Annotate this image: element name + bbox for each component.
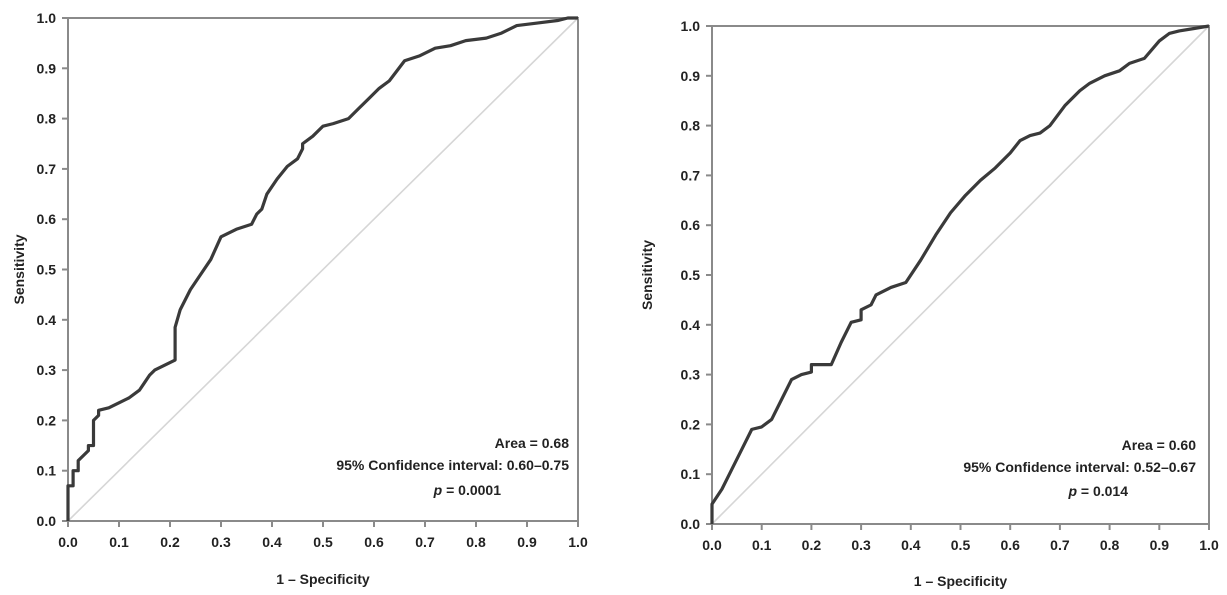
x-tick-label: 1.0 <box>568 534 588 550</box>
y-tick-label: 0.9 <box>37 60 57 76</box>
p-value-label: p = 0.0001 <box>433 482 502 498</box>
y-tick-label: 0.1 <box>681 466 701 482</box>
stats-annotation: Area = 0.68 95% Confidence interval: 0.6… <box>336 435 569 498</box>
y-tick-label: 1.0 <box>681 18 701 34</box>
x-tick-labels: 0.0 0.1 0.2 0.3 0.4 0.5 0.6 0.7 0.8 0.9 1.0 <box>58 534 588 550</box>
x-tick-label: 0.6 <box>1000 537 1020 553</box>
x-tick-label: 0.8 <box>466 534 486 550</box>
x-tick-label: 0.2 <box>802 537 822 553</box>
x-axis-title: 1 – Specificity <box>914 573 1008 589</box>
p-value: = 0.0001 <box>442 482 501 498</box>
p-value: = 0.014 <box>1077 483 1128 499</box>
y-tick-labels: 0.0 0.1 0.2 0.3 0.4 0.5 0.6 0.7 0.8 0.9 1.0 <box>681 18 701 532</box>
y-tick-label: 0.6 <box>681 217 701 233</box>
reference-diagonal <box>67 17 579 522</box>
y-tick-labels: 0.0 0.1 0.2 0.3 0.4 0.5 0.6 0.7 0.8 0.9 1.0 <box>37 10 57 529</box>
axis-ticks <box>62 17 579 527</box>
x-tick-label: 0.7 <box>1050 537 1070 553</box>
axis-ticks <box>706 25 1210 530</box>
y-tick-label: 0.6 <box>37 211 57 227</box>
p-value-label: p = 0.014 <box>1067 483 1128 499</box>
y-tick-label: 0.2 <box>681 416 701 432</box>
area-label: Area = 0.68 <box>495 435 570 451</box>
y-axis-title: Sensitivity <box>11 234 27 304</box>
stats-annotation: Area = 0.60 95% Confidence interval: 0.5… <box>963 437 1196 499</box>
x-tick-label: 0.1 <box>752 537 772 553</box>
confidence-interval-label: 95% Confidence interval: 0.60–0.75 <box>336 457 569 473</box>
x-tick-label: 0.9 <box>517 534 537 550</box>
x-tick-label: 0.5 <box>951 537 971 553</box>
roc-curve <box>710 24 1210 524</box>
area-label: Area = 0.60 <box>1122 437 1197 453</box>
x-tick-label: 0.7 <box>415 534 435 550</box>
y-tick-label: 0.7 <box>681 167 701 183</box>
y-tick-label: 0.3 <box>37 362 57 378</box>
y-tick-label: 0.5 <box>37 262 57 278</box>
x-axis-title: 1 – Specificity <box>276 571 370 587</box>
x-tick-label: 0.8 <box>1100 537 1120 553</box>
roc-chart-left: 0.0 0.1 0.2 0.3 0.4 0.5 0.6 0.7 0.8 0.9 1.0 0.0 0.1… <box>11 10 588 587</box>
x-tick-label: 0.4 <box>262 534 282 550</box>
y-tick-label: 1.0 <box>37 10 57 26</box>
x-tick-label: 0.0 <box>58 534 78 550</box>
x-tick-label: 0.9 <box>1150 537 1170 553</box>
y-tick-label: 0.1 <box>37 463 57 479</box>
x-tick-label: 0.2 <box>160 534 180 550</box>
y-tick-label: 0.5 <box>681 267 701 283</box>
y-tick-label: 0.0 <box>37 513 57 529</box>
x-tick-labels: 0.0 0.1 0.2 0.3 0.4 0.5 0.6 0.7 0.8 0.9 1.0 <box>702 537 1219 553</box>
confidence-interval-label: 95% Confidence interval: 0.52–0.67 <box>963 459 1196 475</box>
roc-curve <box>66 16 578 521</box>
p-symbol: p <box>1067 483 1077 499</box>
y-tick-label: 0.2 <box>37 412 57 428</box>
y-tick-label: 0.8 <box>681 118 701 134</box>
y-tick-label: 0.4 <box>681 317 701 333</box>
x-tick-label: 0.6 <box>364 534 384 550</box>
x-tick-label: 0.4 <box>901 537 921 553</box>
x-tick-label: 0.5 <box>313 534 333 550</box>
y-axis-title: Sensitivity <box>639 240 655 310</box>
y-tick-label: 0.0 <box>681 516 701 532</box>
x-tick-label: 0.3 <box>851 537 871 553</box>
x-tick-label: 1.0 <box>1199 537 1219 553</box>
roc-chart-right: 0.0 0.1 0.2 0.3 0.4 0.5 0.6 0.7 0.8 0.9 1.0 0.0 0.1… <box>639 18 1219 589</box>
y-tick-label: 0.3 <box>681 367 701 383</box>
y-tick-label: 0.8 <box>37 111 57 127</box>
x-tick-label: 0.1 <box>109 534 129 550</box>
y-tick-label: 0.4 <box>37 312 57 328</box>
y-tick-label: 0.7 <box>37 161 57 177</box>
reference-diagonal <box>711 25 1210 525</box>
x-tick-label: 0.3 <box>211 534 231 550</box>
y-tick-label: 0.9 <box>681 68 701 84</box>
x-tick-label: 0.0 <box>702 537 722 553</box>
p-symbol: p <box>433 482 443 498</box>
